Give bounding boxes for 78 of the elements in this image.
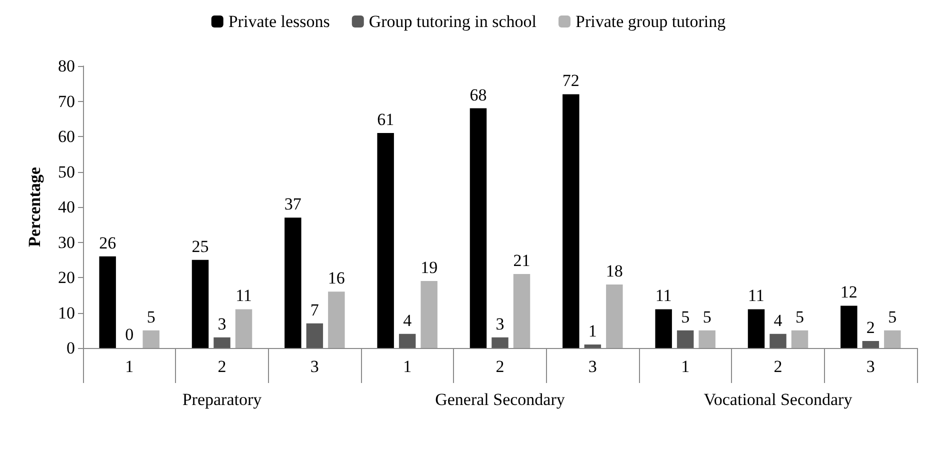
data-label: 5 <box>146 307 156 326</box>
data-label: 25 <box>192 236 209 256</box>
data-label: 5 <box>796 307 804 326</box>
data-label: 19 <box>420 258 438 278</box>
bar <box>748 309 765 348</box>
data-label: 21 <box>513 250 530 270</box>
bar <box>884 330 901 348</box>
y-tick-label: 40 <box>58 198 75 216</box>
data-label: 16 <box>328 268 345 288</box>
bar <box>192 260 209 348</box>
bar <box>606 284 623 348</box>
data-label: 61 <box>377 110 394 129</box>
x-tick-label: 1 <box>125 357 134 376</box>
data-label: 18 <box>606 262 623 281</box>
data-label: 3 <box>218 314 226 334</box>
data-label: 68 <box>470 85 487 104</box>
data-label: 7 <box>310 300 320 320</box>
x-tick-label: 2 <box>774 357 782 376</box>
x-tick-label: 3 <box>310 357 319 376</box>
x-tick-label: 1 <box>403 357 412 376</box>
bar <box>99 256 116 348</box>
data-label: 11 <box>236 286 252 306</box>
y-tick-label: 80 <box>58 56 75 76</box>
y-tick-label: 60 <box>58 127 75 146</box>
y-axis-title: Percentage <box>25 166 44 247</box>
legend-label: Private lessons <box>228 12 330 31</box>
bar <box>840 306 858 348</box>
text: General Secondary <box>435 390 566 409</box>
y-tick-label: 0 <box>66 338 75 358</box>
bar <box>513 274 530 348</box>
bar <box>235 309 252 348</box>
bar <box>655 309 672 348</box>
x-tick-label: 2 <box>218 357 226 376</box>
data-label: 5 <box>702 307 712 326</box>
y-tick-label: 70 <box>58 92 75 111</box>
data-label: 2 <box>866 318 875 337</box>
data-label: 0 <box>125 325 134 344</box>
bar <box>214 337 230 348</box>
bar <box>377 132 394 348</box>
x-tick-label: 3 <box>588 357 597 376</box>
data-label: 11 <box>748 286 764 306</box>
legend-label: Group tutoring in school <box>368 12 537 31</box>
x-tick-label: 3 <box>866 357 875 376</box>
bar <box>698 330 716 348</box>
y-tick-label: 50 <box>58 162 75 182</box>
bar <box>770 334 786 348</box>
bar <box>562 94 580 348</box>
data-label: 1 <box>588 321 597 340</box>
data-label: 12 <box>840 282 858 302</box>
bar <box>142 330 160 348</box>
bar <box>328 292 345 348</box>
legend-label: Private group tutoring <box>576 12 726 31</box>
bar <box>284 218 302 348</box>
y-tick-label: 10 <box>58 303 75 322</box>
bar <box>584 344 602 348</box>
data-label: 5 <box>681 307 690 326</box>
bar <box>862 340 880 348</box>
bar <box>398 334 416 348</box>
data-label: 5 <box>888 307 897 326</box>
x-tick-label: 2 <box>496 357 504 376</box>
bar <box>492 337 508 348</box>
data-label: 72 <box>562 71 580 90</box>
text: Vocational Secondary <box>704 390 853 409</box>
x-tick-label: 1 <box>681 357 690 376</box>
data-label: 26 <box>99 233 116 252</box>
text: Preparatory <box>182 390 262 409</box>
bar <box>470 108 487 348</box>
data-label: 4 <box>774 310 783 330</box>
bar <box>306 323 324 348</box>
data-label: 37 <box>284 194 302 214</box>
data-label: 3 <box>496 314 504 334</box>
bar <box>676 330 694 348</box>
data-label: 4 <box>403 310 412 330</box>
bar <box>420 281 438 348</box>
bar <box>791 330 808 348</box>
y-tick-label: 20 <box>58 268 75 287</box>
data-label: 11 <box>655 286 672 306</box>
y-tick-label: 30 <box>58 232 75 252</box>
